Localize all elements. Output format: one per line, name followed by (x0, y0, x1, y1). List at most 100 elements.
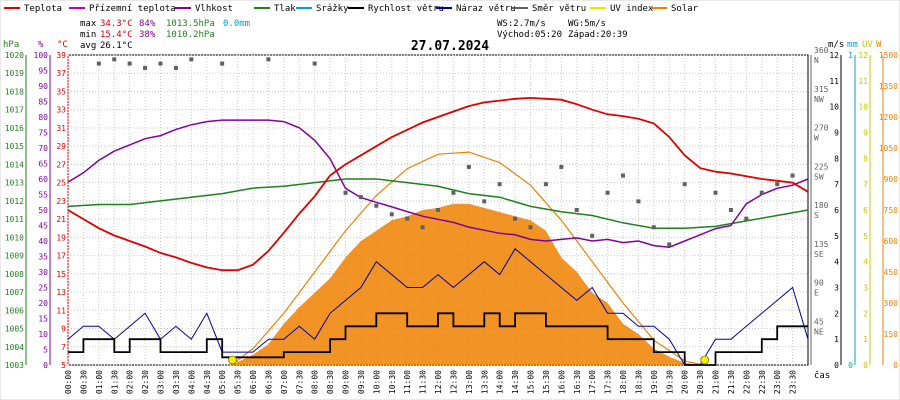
solar-area (231, 203, 704, 365)
temperature-tick-label: 17 (56, 252, 66, 261)
humidity-tick-label: 65 (38, 160, 48, 169)
stat-min-press: 1010.2hPa (166, 30, 215, 40)
pressure-tick-label: 1003 (5, 361, 24, 370)
legend-label: Přízemní teplota (89, 4, 176, 14)
time-tick-label: 10:30 (388, 370, 397, 394)
wind-direction-point (96, 61, 101, 66)
time-tick-label: 13:30 (480, 370, 489, 394)
solar-tick-label: 300 (884, 299, 899, 308)
time-tick-label: 14:30 (511, 370, 520, 394)
sunrise-marker (228, 355, 237, 365)
humidity-line (67, 119, 809, 248)
humidity-tick-label: 10 (38, 330, 48, 339)
stat-min-label: min (80, 30, 96, 40)
sunset-marker (700, 355, 710, 365)
time-tick-label: 12:30 (449, 370, 458, 394)
humidity-tick-label: 85 (38, 98, 48, 107)
wind-direction-point (158, 61, 163, 66)
wind-direction-point (651, 225, 656, 230)
time-tick-label: 16:30 (573, 370, 582, 394)
wind-speed-tick-label: 9 (834, 129, 839, 138)
uv-tick-label: 12 (858, 51, 868, 60)
pressure-tick-label: 1018 (5, 87, 24, 96)
uv-tick-label: 4 (863, 258, 868, 267)
time-tick-label: 11:30 (419, 370, 428, 394)
rain-tick-label: 1 (848, 51, 853, 60)
time-tick-label: 09:30 (357, 370, 366, 394)
wind-direction-point (513, 216, 518, 221)
uv-tick-label: 8 (863, 154, 868, 163)
stat-max-temp: 34.3°C (100, 19, 133, 29)
pressure-tick-label: 1013 (5, 179, 24, 188)
uv-tick-label: 9 (863, 129, 868, 138)
time-tick-label: 07:00 (280, 370, 289, 394)
time-tick-label: 08:30 (326, 370, 335, 394)
uv-tick-label: 3 (863, 284, 868, 293)
direction-tick-label: 270 (814, 124, 829, 133)
pressure-tick-label: 1012 (5, 197, 24, 206)
time-tick-label: 03:00 (157, 370, 166, 394)
stat-max-press: 1013.5hPa (166, 19, 215, 29)
temperature-tick-label: 27 (56, 160, 66, 169)
stat-min-temp: 15.4°C (100, 30, 133, 40)
direction-tick-dir: W (814, 134, 819, 143)
temperature-tick-label: 25 (56, 179, 66, 188)
wind-direction-point (636, 199, 641, 204)
temperature-tick-label: 19 (56, 233, 66, 242)
humidity-tick-label: 55 (38, 191, 48, 200)
uv-tick-label: 7 (863, 180, 868, 189)
time-tick-label: 15:30 (542, 370, 551, 394)
pressure-tick-label: 1020 (5, 51, 24, 60)
chart-title: 27.07.2024 (411, 39, 489, 54)
wind-direction-point (220, 61, 225, 66)
time-tick-label: 23:00 (773, 370, 782, 394)
wind-speed-tick-label: 12 (829, 51, 839, 60)
time-tick-label: 04:30 (203, 370, 212, 394)
uv-tick-label: 5 (863, 232, 868, 241)
wind-speed-tick-label: 0 (834, 361, 839, 370)
wind-speed-tick-label: 1 (834, 335, 839, 344)
pressure-tick-label: 1016 (5, 124, 24, 133)
humidity-tick-label: 5 (43, 346, 48, 355)
wind-direction-point (790, 173, 795, 178)
time-tick-label: 22:30 (758, 370, 767, 394)
direction-tick-label: 135 (814, 240, 829, 249)
pressure-line (67, 178, 809, 229)
wind-direction-point (436, 208, 440, 212)
time-tick-label: 11:00 (403, 370, 412, 394)
wind-direction-point (744, 216, 749, 221)
direction-tick-label: 180 (814, 201, 829, 210)
time-tick-label: 18:30 (634, 370, 643, 394)
info-sunrise: Východ:05:20 (497, 30, 562, 40)
wind-speed-tick-label: 3 (834, 284, 839, 293)
unit-time: čas (814, 370, 830, 381)
pressure-tick-label: 1010 (5, 233, 24, 242)
legend-label: Srážky (316, 4, 349, 14)
temperature-tick-label: 29 (56, 142, 66, 151)
direction-tick-label: 360 (814, 46, 829, 55)
stats-block: max 34.3°C 84% 1013.5hPa 0.0mm min 15.4°… (80, 19, 250, 51)
uv-tick-label: 11 (858, 77, 868, 86)
pressure-tick-label: 1015 (5, 142, 24, 151)
info-wg: WG:5m/s (568, 19, 606, 29)
wind-speed-tick-label: 5 (834, 232, 839, 241)
time-tick-label: 06:30 (264, 370, 273, 394)
wind-speed-tick-label: 7 (834, 180, 839, 189)
humidity-tick-label: 40 (38, 237, 48, 246)
legend-label: Rychlost větru (368, 4, 444, 14)
time-tick-label: 12:00 (434, 370, 443, 394)
direction-tick-dir: N (814, 56, 819, 65)
wind-direction-point (374, 203, 379, 208)
wind-direction-point (605, 190, 610, 195)
temperature-tick-label: 21 (56, 215, 66, 224)
time-tick-label: 00:00 (64, 370, 73, 394)
direction-tick-label: 225 (814, 162, 829, 171)
temperature-tick-label: 39 (56, 51, 66, 60)
info-block: WS:2.7m/s WG:5m/s Východ:05:20 Západ:20:… (497, 19, 628, 40)
temperature-line (67, 96, 809, 272)
legend-label: Teplota (24, 4, 62, 14)
pressure-tick-label: 1014 (5, 160, 24, 169)
time-tick-label: 05:30 (234, 370, 243, 394)
wind-direction-point (358, 195, 363, 200)
